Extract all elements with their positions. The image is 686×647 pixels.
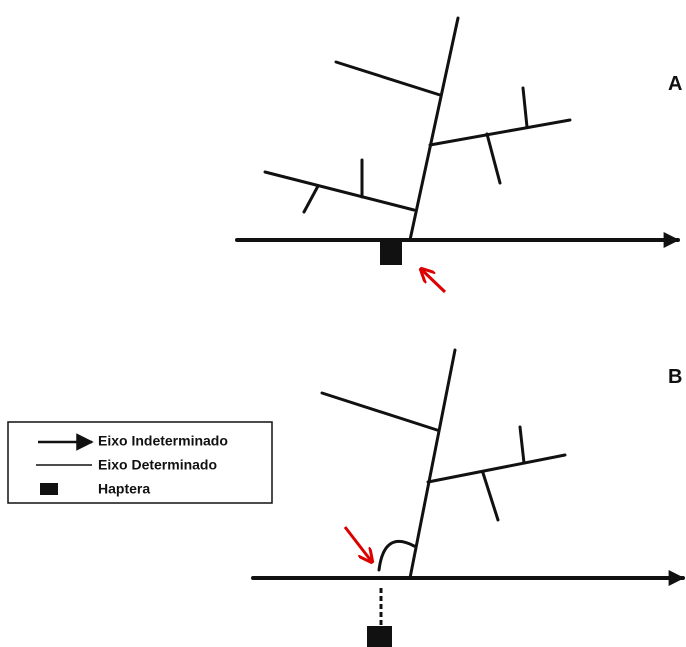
legend-symbol — [40, 483, 58, 495]
legend-label: Eixo Indeterminado — [98, 433, 228, 449]
panel-label: A — [668, 73, 682, 95]
main-branch — [410, 18, 458, 240]
red-arrow — [345, 527, 372, 562]
haptera — [367, 626, 392, 647]
legend: Eixo Indeterminado Eixo Determinado Hapt… — [8, 422, 272, 503]
panel-label: B — [668, 366, 682, 388]
red-arrow — [421, 269, 445, 292]
branch — [523, 88, 527, 127]
branch — [336, 62, 440, 95]
diagram: A B Eixo Indeterminado Eixo Determinado … — [0, 0, 686, 647]
panel-a: A — [237, 18, 682, 292]
branch — [430, 120, 570, 145]
branch — [304, 186, 318, 212]
legend-label: Eixo Determinado — [98, 457, 217, 473]
legend-label: Haptera — [98, 481, 150, 497]
main-branch — [410, 350, 455, 578]
branch — [520, 427, 524, 463]
branch — [265, 172, 414, 210]
panel-b: B — [253, 350, 683, 647]
angle-arc — [379, 541, 414, 570]
branch — [428, 455, 565, 482]
branch — [487, 134, 500, 183]
branch — [322, 393, 437, 430]
haptera — [380, 242, 402, 265]
branch — [483, 473, 498, 520]
